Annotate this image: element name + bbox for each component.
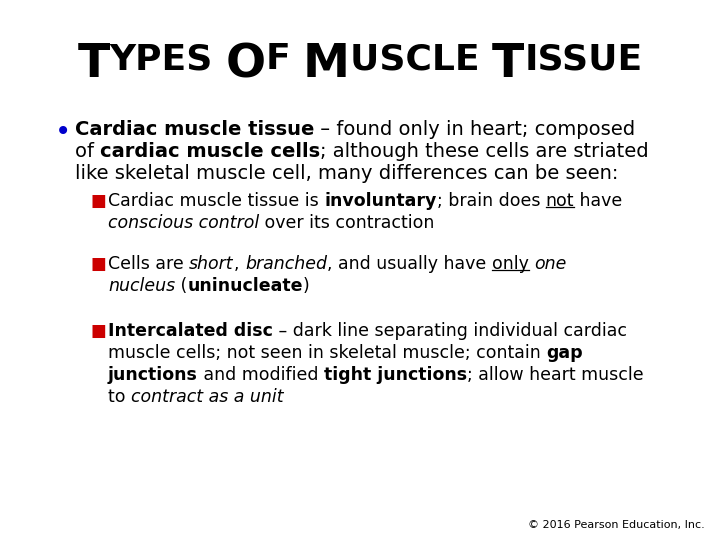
Text: ■: ■ [90,255,106,273]
Text: conscious control: conscious control [108,214,259,232]
Text: ,: , [234,255,245,273]
Text: ■: ■ [90,192,106,210]
Text: tight junctions: tight junctions [324,366,467,384]
Text: Cardiac muscle tissue: Cardiac muscle tissue [75,120,315,139]
Text: Cardiac muscle tissue is: Cardiac muscle tissue is [108,192,324,210]
Text: Cells are: Cells are [108,255,189,273]
Text: YPES: YPES [109,42,225,76]
Text: only: only [492,255,528,273]
Text: involuntary: involuntary [324,192,436,210]
Text: M: M [303,42,350,87]
Text: ): ) [303,277,310,295]
Text: nucleus: nucleus [108,277,175,295]
Text: of: of [75,142,100,161]
Text: short: short [189,255,234,273]
Text: muscle cells; not seen in skeletal muscle; contain: muscle cells; not seen in skeletal muscl… [108,344,546,362]
Text: to: to [108,388,131,406]
Text: ; brain does: ; brain does [436,192,546,210]
Text: ; allow heart muscle: ; allow heart muscle [467,366,644,384]
Text: cardiac muscle cells: cardiac muscle cells [100,142,320,161]
Text: – dark line separating individual cardiac: – dark line separating individual cardia… [273,322,627,340]
Text: Intercalated disc: Intercalated disc [108,322,273,340]
Text: T: T [77,42,109,87]
Text: © 2016 Pearson Education, Inc.: © 2016 Pearson Education, Inc. [528,520,705,530]
Text: over its contraction: over its contraction [259,214,435,232]
Text: ISSUE: ISSUE [524,42,643,76]
Text: F: F [266,42,303,76]
Text: branched: branched [245,255,327,273]
Text: contract as a unit: contract as a unit [131,388,284,406]
Text: and modified: and modified [198,366,324,384]
Text: like skeletal muscle cell, many differences can be seen:: like skeletal muscle cell, many differen… [75,164,618,183]
Text: (: ( [175,277,187,295]
Text: USCLE: USCLE [350,42,492,76]
Text: T: T [492,42,524,87]
Text: , and usually have: , and usually have [327,255,492,273]
Text: ; although these cells are striated: ; although these cells are striated [320,142,649,161]
Text: gap: gap [546,344,583,362]
Text: one: one [534,255,567,273]
Text: junctions: junctions [108,366,198,384]
Text: – found only in heart; composed: – found only in heart; composed [315,120,636,139]
Text: uninucleate: uninucleate [187,277,303,295]
Text: have: have [574,192,622,210]
Text: O: O [225,42,266,87]
Text: •: • [55,118,71,146]
Text: not: not [546,192,574,210]
Text: ■: ■ [90,322,106,340]
